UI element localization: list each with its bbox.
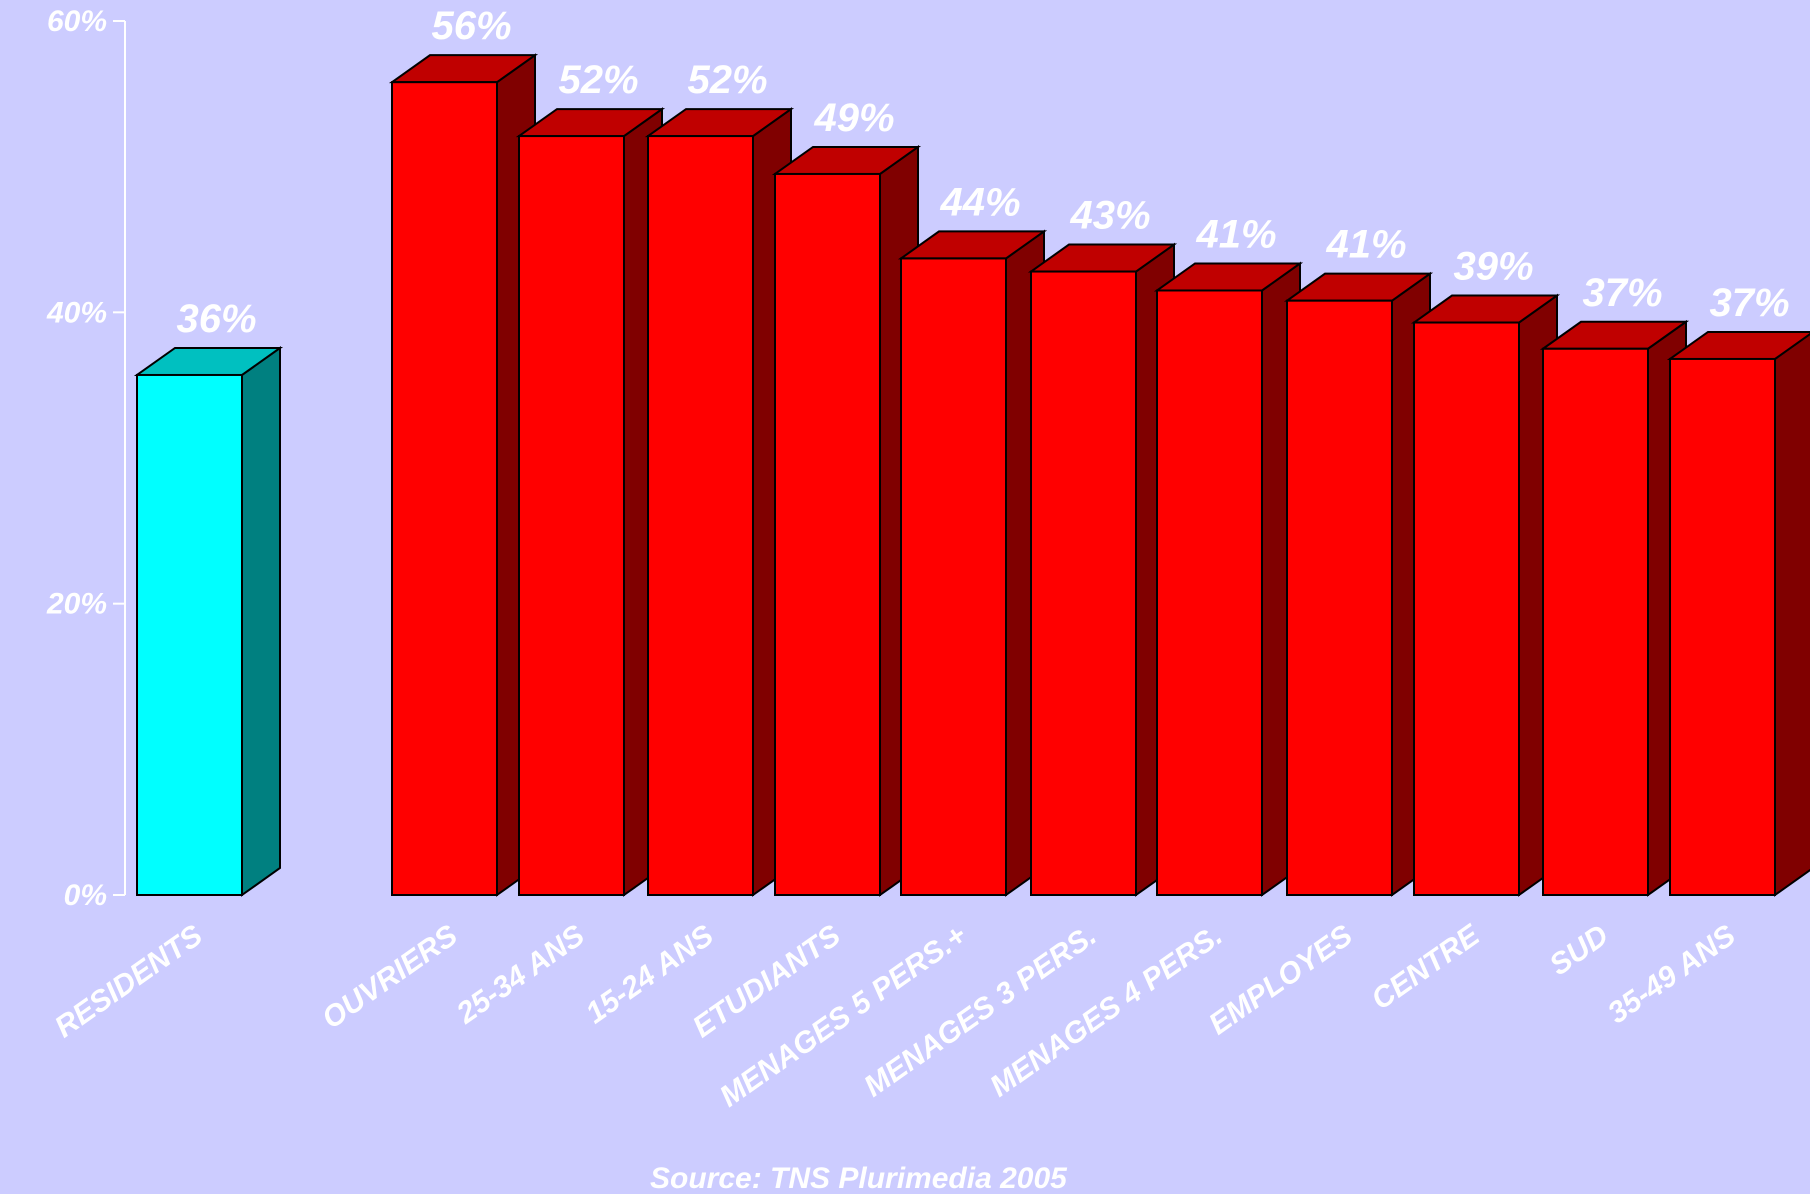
- value-label: 41%: [1195, 212, 1276, 256]
- y-tick-label: 60%: [47, 5, 107, 38]
- value-label: 44%: [939, 180, 1020, 224]
- value-label: 37%: [1709, 281, 1789, 325]
- bar: [1539, 319, 1690, 897]
- value-label: 39%: [1453, 245, 1533, 289]
- bar-front: [1413, 321, 1520, 896]
- category-label: RESIDENTS: [49, 919, 209, 1045]
- bar-front: [774, 172, 881, 896]
- bar-front: [900, 257, 1007, 897]
- value-label: 52%: [687, 58, 767, 102]
- value-label: 49%: [813, 96, 894, 140]
- category-label: MENAGES 3 PERS.: [858, 919, 1102, 1104]
- bars: [133, 53, 1810, 897]
- category-label: CENTRE: [1366, 918, 1487, 1016]
- category-label: OUVRIERS: [316, 919, 463, 1036]
- value-label: 41%: [1325, 223, 1406, 267]
- bar-front: [1286, 299, 1393, 896]
- y-tick-label: 0%: [64, 879, 107, 912]
- category-label: MENAGES 4 PERS.: [984, 919, 1228, 1104]
- bar: [1027, 242, 1178, 897]
- value-label: 37%: [1582, 271, 1662, 315]
- bar-side: [1774, 332, 1810, 897]
- bar-front: [1030, 270, 1137, 896]
- y-axis: 0% 20% 40% 60%: [46, 5, 126, 912]
- bar: [897, 229, 1048, 897]
- value-labels: 36% 56% 52% 52% 49% 44% 43% 41% 41% 39% 37% 37%: [176, 4, 1789, 341]
- bar-front: [391, 81, 498, 897]
- bar-front: [136, 373, 243, 897]
- bar: [388, 53, 539, 897]
- bar-front: [518, 135, 625, 896]
- value-label: 56%: [431, 4, 511, 48]
- bar: [1283, 271, 1434, 897]
- bar-front: [1542, 347, 1649, 896]
- category-label: 25-34 ANS: [450, 919, 590, 1031]
- bar: [1666, 330, 1810, 897]
- bar-front: [1669, 357, 1776, 896]
- bar-front: [647, 135, 754, 896]
- bar: [515, 107, 666, 897]
- bar-side: [241, 346, 281, 897]
- bar: [133, 346, 284, 897]
- bar: [1410, 293, 1561, 897]
- value-label: 52%: [558, 58, 638, 102]
- value-label: 43%: [1069, 194, 1150, 238]
- category-label: EMPLOYES: [1203, 919, 1358, 1042]
- category-label: 35-49 ANS: [1602, 919, 1742, 1031]
- bar: [644, 107, 795, 897]
- bar-front: [1156, 289, 1263, 896]
- y-tick-label: 40%: [46, 296, 107, 329]
- value-label: 36%: [176, 297, 256, 341]
- category-label: SUD: [1544, 919, 1615, 982]
- y-tick-label: 20%: [46, 588, 107, 621]
- bar: [771, 145, 922, 897]
- bar: [1153, 261, 1304, 897]
- source-note: Source: TNS Plurimedia 2005: [650, 1162, 1068, 1194]
